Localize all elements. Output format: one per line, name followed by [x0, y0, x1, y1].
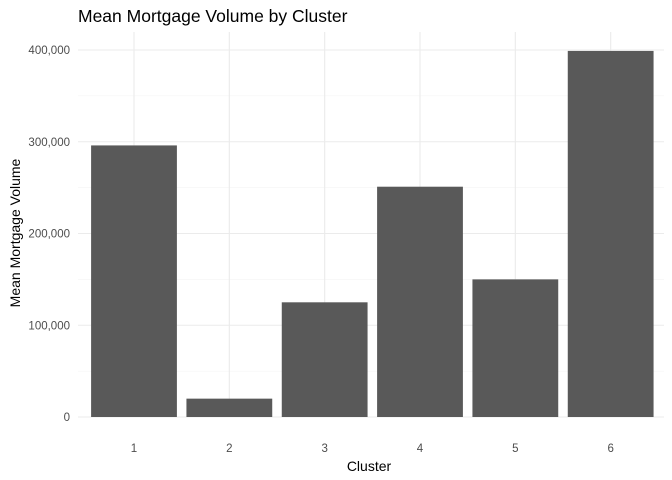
bar-cluster-3 [281, 302, 368, 417]
bar-cluster-1 [91, 145, 177, 418]
bar-cluster-4 [377, 186, 463, 417]
y-tick-label: 100,000 [28, 320, 70, 332]
bar-cluster-2 [186, 398, 273, 417]
y-tick-label: 200,000 [28, 229, 70, 241]
y-axis-title: Mean Mortgage Volume [7, 158, 23, 307]
x-tick-label: 2 [226, 443, 232, 455]
x-tick-label: 1 [131, 443, 137, 455]
y-axis-ticks: 0 100,000 200,000 300,000 400,000 [28, 45, 70, 424]
x-tick-label: 6 [607, 443, 613, 455]
bar-cluster-5 [472, 279, 559, 417]
x-tick-label: 5 [512, 443, 518, 455]
bar-cluster-6 [567, 50, 654, 417]
y-tick-label: 300,000 [28, 137, 70, 149]
chart-title: Mean Mortgage Volume by Cluster [78, 6, 348, 26]
x-tick-label: 4 [417, 443, 424, 455]
x-axis-title: Cluster [347, 458, 392, 474]
x-tick-label: 3 [321, 443, 327, 455]
bars [91, 50, 654, 418]
y-tick-label: 400,000 [28, 45, 70, 57]
x-axis-ticks: 1 2 3 4 5 6 [131, 443, 614, 455]
y-tick-label: 0 [64, 412, 70, 424]
